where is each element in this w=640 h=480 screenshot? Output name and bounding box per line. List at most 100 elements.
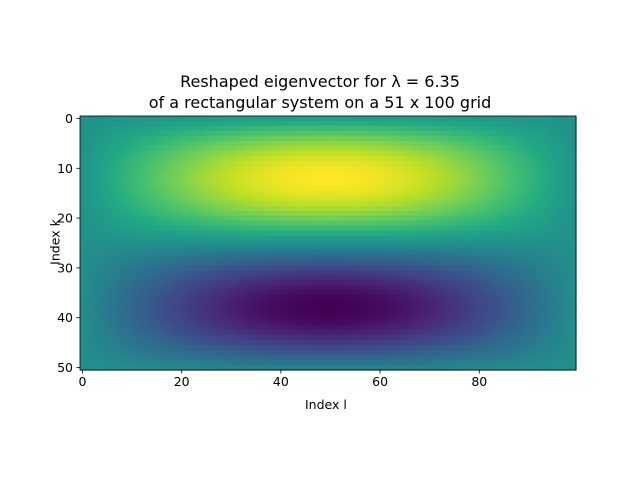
heatmap-cell [476,190,483,197]
heatmap-cell [531,305,537,311]
heatmap-cell [89,285,96,291]
heatmap-cell [506,195,513,202]
heatmap-cell [139,260,146,267]
heatmap-cell [129,225,136,232]
heatmap-cell [80,335,86,341]
heatmap-cell [199,116,205,122]
heatmap-cell [174,135,180,142]
heatmap-cell [278,255,284,262]
heatmap-cell [571,285,577,291]
heatmap-cell [447,335,453,341]
heatmap-cell [471,350,478,356]
heatmap-cell [263,355,270,361]
heatmap-cell [536,240,542,247]
heatmap-cell [357,290,364,296]
heatmap-cell [204,345,210,351]
heatmap-cell [228,235,235,242]
heatmap-cell [323,300,329,306]
heatmap-cell [243,200,250,207]
heatmap-cell [337,320,344,326]
heatmap-cell [481,325,488,331]
heatmap-cell [169,200,175,207]
heatmap-cell [179,230,185,237]
heatmap-cell [134,335,141,341]
heatmap-cell [204,150,210,157]
heatmap-cell [179,245,185,252]
heatmap-cell [496,180,503,187]
heatmap-cell [293,290,299,296]
heatmap-cell [323,155,329,162]
heatmap-cell [208,245,215,252]
heatmap-cell [382,255,389,262]
heatmap-cell [417,120,423,127]
heatmap-cell [80,240,86,247]
heatmap-cell [318,190,324,197]
heatmap-cell [382,245,389,252]
heatmap-cell [571,325,577,331]
heatmap-cell [258,125,265,132]
heatmap-cell [109,300,116,306]
heatmap-cell [452,295,458,301]
heatmap-cell [129,195,136,202]
heatmap-cell [318,225,324,232]
heatmap-cell [288,220,294,227]
heatmap-cell [263,250,270,257]
heatmap-cell [561,150,567,157]
heatmap-cell [342,305,349,311]
heatmap-cell [104,345,111,351]
heatmap-cell [288,200,294,207]
heatmap-cell [99,175,106,182]
heatmap-cell [104,330,111,336]
heatmap-cell [521,205,527,212]
heatmap-cell [521,175,527,182]
heatmap-cell [164,350,170,356]
heatmap-cell [144,345,151,351]
heatmap-cell [332,335,339,341]
heatmap-cell [80,360,86,366]
heatmap-cell [571,310,577,316]
heatmap-cell [432,255,438,262]
heatmap-cell [402,125,408,132]
heatmap-cell [357,280,364,286]
heatmap-cell [258,300,265,306]
heatmap-cell [298,180,304,187]
heatmap-cell [263,145,270,152]
heatmap-cell [308,360,314,366]
heatmap-cell [114,280,121,286]
heatmap-cell [313,325,319,331]
heatmap-cell [189,340,195,346]
heatmap-cell [407,235,413,242]
heatmap-cell [417,305,423,311]
heatmap-cell [283,340,289,346]
heatmap-cell [516,315,523,321]
heatmap-cell [238,200,245,207]
heatmap-cell [526,295,532,301]
heatmap-cell [149,205,155,212]
heatmap-cell [84,180,91,187]
heatmap-cell [501,255,508,262]
heatmap-cell [536,175,542,182]
heatmap-cell [189,360,195,366]
heatmap-cell [521,285,527,291]
heatmap-cell [94,335,101,341]
heatmap-cell [432,165,438,172]
heatmap-cell [318,280,324,286]
heatmap-cell [531,250,537,257]
heatmap-cell [521,265,527,271]
heatmap-cell [243,265,250,271]
heatmap-cell [194,260,200,267]
heatmap-cell [194,175,200,182]
heatmap-cell [298,300,304,306]
heatmap-cell [298,360,304,366]
heatmap-cell [461,135,468,142]
heatmap-cell [536,260,542,267]
heatmap-cell [486,355,493,361]
heatmap-cell [109,355,116,361]
heatmap-cell [481,260,488,267]
heatmap-cell [427,240,433,247]
heatmap-cell [447,245,453,252]
heatmap-cell [159,175,165,182]
heatmap-cell [134,345,141,351]
